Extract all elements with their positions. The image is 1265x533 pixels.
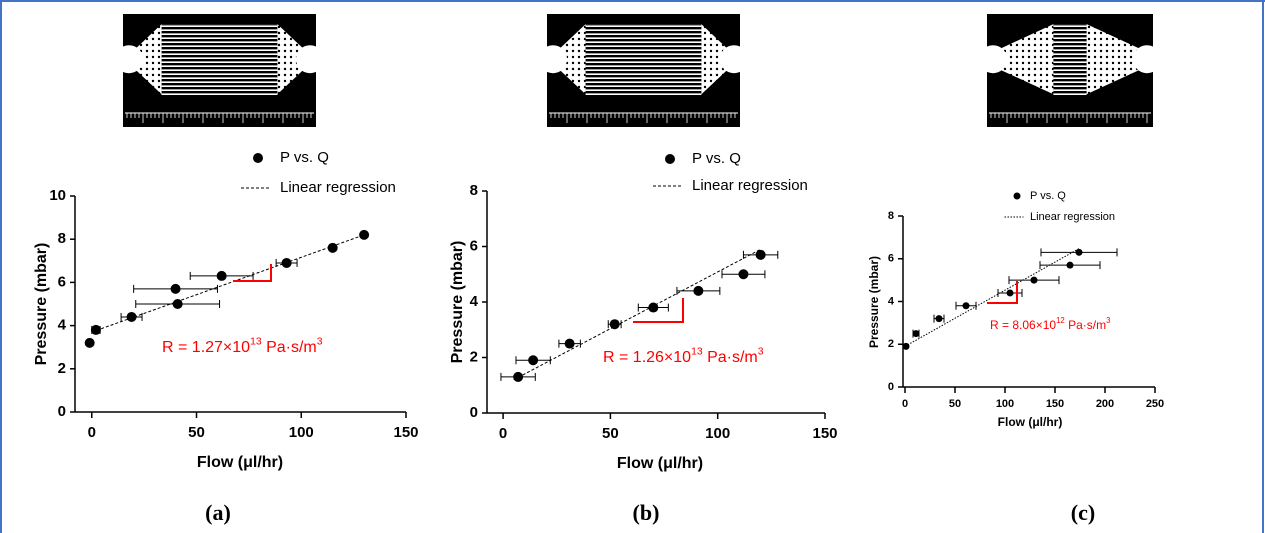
annotation-text: R = 8.06×10 [990, 318, 1056, 332]
x-tick-label: 250 [1146, 398, 1164, 410]
legend-label: Linear regression [1030, 211, 1115, 223]
y-tick-label: 0 [58, 403, 66, 420]
y-tick-label: 6 [888, 253, 894, 265]
x-tick-label: 150 [1046, 398, 1064, 410]
chip-port [979, 45, 1007, 74]
annotation-exponent: 3 [1106, 316, 1110, 325]
data-point [1066, 261, 1074, 269]
y-tick-label: 4 [470, 293, 479, 310]
slope-marker [987, 281, 1018, 304]
annotation-exponent: 13 [691, 346, 703, 357]
data-point [126, 311, 137, 322]
data-point [327, 242, 338, 253]
y-tick-label: 4 [888, 295, 895, 307]
legend-marker [1013, 192, 1021, 200]
y-tick-label: 6 [470, 237, 478, 254]
data-point [172, 299, 183, 309]
data-point [84, 337, 95, 348]
x-tick-label: 150 [812, 425, 837, 442]
x-tick-label: 0 [88, 424, 96, 441]
y-tick-label: 2 [58, 360, 66, 377]
data-point [755, 249, 766, 260]
x-tick-label: 0 [902, 398, 908, 410]
annotation-text: R = 1.26×10 [603, 349, 691, 366]
slope-marker [633, 298, 684, 323]
data-point [935, 315, 943, 323]
annotation-text: Pa·s/m [262, 339, 317, 356]
legend-label: P vs. Q [280, 149, 329, 166]
legend-marker [253, 153, 263, 163]
annotation: R = 1.26×1013 Pa·s/m3 [603, 346, 764, 366]
y-axis-title: Pressure (mbar) [449, 241, 466, 364]
annotation: R = 1.27×1013 Pa·s/m3 [162, 336, 323, 356]
x-axis-title: Flow (μl/hr) [197, 454, 283, 471]
slope-marker [233, 264, 272, 282]
x-axis-title: Flow (μl/hr) [617, 455, 703, 472]
chip-port [539, 45, 567, 74]
y-axis-title: Pressure (mbar) [867, 256, 881, 348]
x-tick-label: 0 [499, 425, 507, 442]
annotation-exponent: 13 [250, 336, 262, 347]
regression-line [904, 247, 1081, 347]
data-point [912, 330, 920, 338]
annotation: R = 8.06×1012 Pa·s/m3 [990, 316, 1110, 332]
y-tick-label: 4 [58, 317, 67, 334]
chip-port [720, 45, 748, 74]
y-tick-label: 8 [470, 182, 478, 199]
chip-port [296, 45, 324, 74]
data-point [528, 355, 539, 366]
x-tick-label: 200 [1096, 398, 1114, 410]
annotation-exponent: 3 [317, 336, 323, 347]
legend-label: Linear regression [280, 179, 396, 196]
y-tick-label: 0 [888, 381, 894, 393]
panel-label: (b) [633, 500, 660, 525]
annotation-text: Pa·s/m [1065, 318, 1106, 332]
regression-line [91, 234, 365, 333]
y-tick-label: 8 [58, 230, 66, 247]
x-tick-label: 100 [289, 424, 314, 441]
x-tick-label: 150 [393, 424, 418, 441]
legend-label: Linear regression [692, 177, 808, 194]
data-point [170, 283, 181, 294]
y-tick-label: 0 [470, 404, 478, 421]
regression-line [513, 248, 761, 381]
chip-port [115, 45, 143, 74]
annotation-text: Pa·s/m [703, 349, 758, 366]
x-tick-label: 100 [705, 425, 730, 442]
data-point [1030, 276, 1038, 284]
data-point [609, 319, 620, 330]
data-point [962, 302, 970, 310]
data-point [216, 270, 227, 281]
chip-port [1133, 45, 1161, 74]
y-tick-label: 10 [49, 187, 66, 204]
data-point [1006, 289, 1014, 297]
y-tick-label: 2 [470, 348, 478, 365]
annotation-exponent: 3 [758, 346, 764, 357]
legend-marker [665, 154, 675, 164]
x-tick-label: 100 [996, 398, 1014, 410]
x-tick-label: 50 [188, 424, 205, 441]
data-point [90, 324, 101, 335]
x-axis-title: Flow (μl/hr) [998, 415, 1063, 429]
annotation-exponent: 12 [1056, 316, 1065, 325]
legend-label: P vs. Q [692, 150, 741, 167]
y-tick-label: 2 [888, 338, 894, 350]
panel-label: (a) [205, 500, 231, 525]
x-tick-label: 50 [602, 425, 619, 442]
legend-label: P vs. Q [1030, 190, 1066, 202]
data-point [693, 285, 704, 296]
data-point [359, 229, 370, 240]
panel-label: (c) [1071, 500, 1095, 525]
y-tick-label: 8 [888, 210, 894, 222]
y-tick-label: 6 [58, 273, 66, 290]
y-axis-title: Pressure (mbar) [33, 243, 50, 366]
data-point [564, 338, 575, 349]
annotation-text: R = 1.27×10 [162, 339, 250, 356]
data-point [738, 269, 749, 280]
data-point [1075, 248, 1083, 256]
x-tick-label: 50 [949, 398, 961, 410]
